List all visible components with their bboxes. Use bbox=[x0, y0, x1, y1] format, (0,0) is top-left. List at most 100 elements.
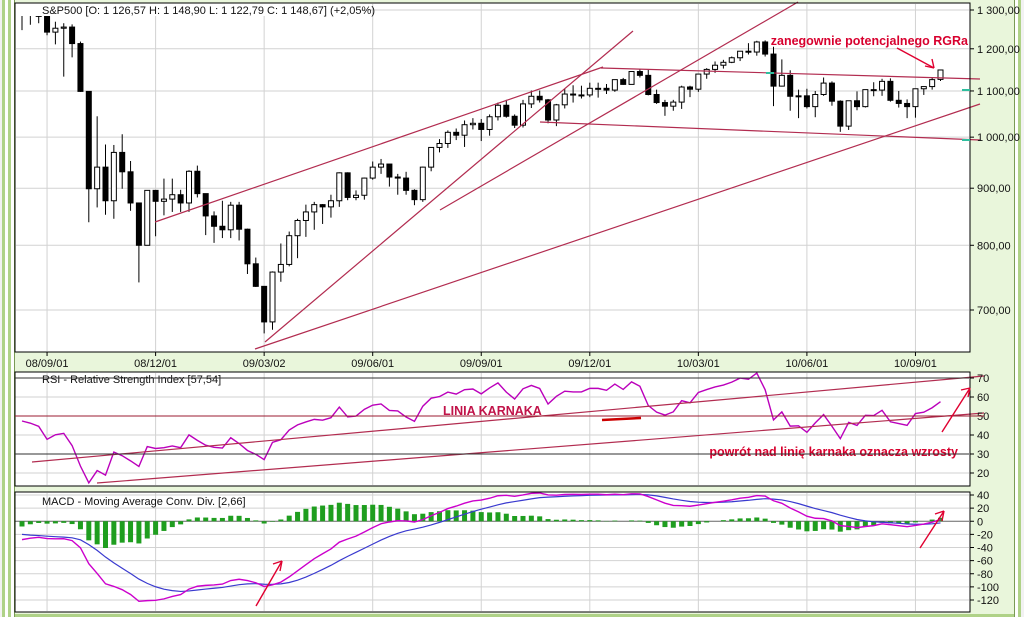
drawn-arrow[interactable] bbox=[941, 387, 971, 433]
candle bbox=[803, 95, 810, 108]
macd-histogram-bar bbox=[244, 517, 250, 522]
macd-histogram-bar bbox=[754, 517, 760, 522]
indicator-axis-label: 0 bbox=[977, 516, 983, 528]
indicator-axis-label: 70 bbox=[977, 373, 989, 385]
macd-histogram-bar bbox=[629, 520, 635, 522]
arrow-head bbox=[279, 560, 283, 572]
price-axis-label: 900,00 bbox=[977, 183, 1011, 195]
price-axis-label: 1 300,00 bbox=[977, 5, 1020, 17]
macd-histogram-bar bbox=[737, 518, 743, 522]
macd-histogram-bar bbox=[27, 521, 33, 525]
candle bbox=[252, 263, 259, 287]
gridlines bbox=[15, 4, 969, 611]
arrow-head bbox=[967, 387, 971, 398]
candle bbox=[753, 41, 760, 53]
candle bbox=[85, 90, 92, 190]
candle bbox=[762, 41, 769, 55]
drawn-arrow[interactable] bbox=[896, 47, 935, 69]
macd-histogram-bar bbox=[779, 521, 785, 525]
price-trendline[interactable] bbox=[439, 1, 799, 211]
price-trendline[interactable] bbox=[264, 30, 634, 343]
candle bbox=[169, 194, 176, 200]
price-axis-label: 1 000,00 bbox=[977, 132, 1020, 144]
candle bbox=[561, 93, 568, 106]
macd-histogram-bar bbox=[904, 521, 910, 524]
candle bbox=[520, 103, 526, 126]
candle bbox=[845, 100, 852, 127]
axis-labels: 1 300,00 1 200,00 1 100,00 1 000,00 900,00 80… bbox=[26, 5, 1020, 607]
candle bbox=[486, 116, 493, 130]
candle bbox=[737, 50, 744, 59]
candle bbox=[436, 142, 443, 148]
candle bbox=[887, 80, 894, 101]
candle bbox=[294, 219, 301, 237]
rsi-trendline[interactable] bbox=[96, 412, 985, 484]
indicator-axis-label: 60 bbox=[977, 392, 989, 404]
macd-histogram-bar bbox=[662, 521, 668, 528]
rsi-thick-segment[interactable] bbox=[601, 416, 642, 422]
macd-histogram-bar bbox=[86, 521, 92, 541]
macd-histogram-bar bbox=[854, 521, 860, 530]
candle bbox=[77, 43, 84, 92]
drawn-trendlines[interactable] bbox=[31, 1, 985, 484]
price-trendline[interactable] bbox=[539, 121, 981, 141]
candle bbox=[444, 131, 451, 144]
annotation-rgr: zanegownie potencjalnego RGRa bbox=[771, 34, 969, 48]
candle bbox=[778, 74, 785, 87]
frame-stripe bbox=[0, 0, 2, 617]
rsi-panel-title: RSI - Relative Strength Index [57,54] bbox=[42, 374, 221, 386]
candle bbox=[503, 104, 510, 117]
rsi-line bbox=[21, 371, 941, 485]
price-trendline[interactable] bbox=[254, 103, 981, 350]
macd-histogram-bar bbox=[411, 514, 417, 522]
candle bbox=[110, 151, 117, 202]
macd-histogram-bar bbox=[562, 519, 568, 522]
indicator-axis-label: 20 bbox=[977, 468, 989, 480]
drawn-arrow[interactable] bbox=[919, 510, 945, 549]
candle bbox=[160, 198, 167, 202]
candle bbox=[586, 87, 593, 96]
macd-histogram-bar bbox=[862, 521, 868, 527]
candle bbox=[661, 102, 668, 107]
candle bbox=[144, 189, 151, 246]
candle bbox=[695, 73, 702, 90]
macd-histogram-bar bbox=[804, 521, 810, 532]
macd-histogram-bar bbox=[69, 521, 75, 525]
macd-histogram-bar bbox=[161, 521, 167, 531]
annotation-note: powrót nad linię karnaka oznacza wzrosty bbox=[709, 445, 958, 459]
macd-histogram-bar bbox=[52, 521, 58, 524]
macd-histogram-bar bbox=[203, 517, 209, 522]
macd-histogram-bar bbox=[420, 513, 426, 522]
macd-histogram-bar bbox=[219, 517, 225, 522]
candle bbox=[828, 82, 835, 102]
arrow-shaft bbox=[919, 510, 945, 549]
candle bbox=[244, 228, 251, 265]
price-trendline[interactable] bbox=[154, 66, 604, 223]
date-axis-label: 08/09/01 bbox=[26, 358, 69, 370]
rsi-trendline[interactable] bbox=[31, 375, 985, 463]
candle bbox=[645, 74, 652, 95]
macd-histogram-bar bbox=[545, 519, 551, 522]
frame-stripe bbox=[1014, 0, 1015, 617]
candle bbox=[511, 115, 518, 126]
arrow-shaft bbox=[896, 47, 935, 69]
candle bbox=[453, 131, 460, 136]
macd-histogram-bar bbox=[762, 518, 768, 522]
macd-histogram-bar bbox=[336, 502, 342, 522]
price-axis-label: 800,00 bbox=[977, 240, 1011, 252]
macd-histogram-bar bbox=[261, 521, 267, 524]
candle bbox=[94, 166, 101, 190]
candle bbox=[895, 99, 902, 104]
drawn-arrow[interactable] bbox=[255, 560, 283, 607]
candle bbox=[904, 102, 911, 108]
macd-histogram-bar bbox=[445, 510, 451, 522]
price-trendline[interactable] bbox=[600, 67, 981, 80]
candle bbox=[687, 86, 693, 90]
candle bbox=[536, 95, 543, 101]
macd-histogram-bar bbox=[378, 504, 384, 522]
macd-histogram-bar bbox=[345, 503, 351, 522]
candle bbox=[403, 177, 410, 191]
macd-histogram-bar bbox=[871, 521, 877, 526]
macd-histogram-bar bbox=[320, 505, 326, 522]
